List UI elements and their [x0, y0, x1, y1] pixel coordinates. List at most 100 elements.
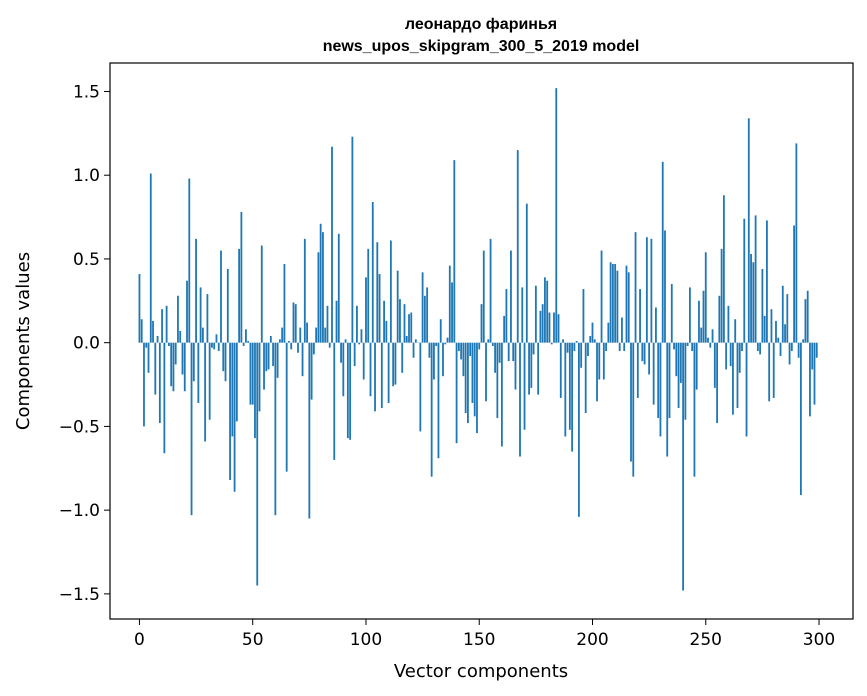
bar-13	[167, 342, 170, 347]
bar-169	[521, 287, 524, 343]
bar-85	[331, 146, 333, 343]
bar-26	[197, 342, 200, 403]
bar-166	[514, 342, 517, 390]
bar-117	[403, 304, 406, 343]
y-tick-label: 0.0	[73, 334, 100, 354]
bar-73	[303, 238, 306, 343]
bar-219	[634, 232, 637, 343]
bar-20	[183, 342, 186, 392]
x-tick-label: 100	[350, 630, 382, 650]
bar-8	[156, 335, 159, 343]
bar-105	[376, 242, 379, 343]
bar-55	[263, 342, 265, 390]
bar-24	[192, 342, 195, 382]
bar-37	[222, 342, 225, 372]
bar-207	[607, 322, 610, 343]
bar-60	[274, 342, 277, 516]
bar-249	[702, 290, 705, 343]
bar-113	[394, 342, 397, 385]
bar-17	[177, 295, 179, 343]
bar-257	[720, 248, 723, 343]
bar-62	[278, 339, 281, 343]
bar-56	[265, 342, 268, 372]
bar-176	[537, 342, 540, 395]
bar-138	[451, 282, 453, 343]
bar-155	[489, 238, 492, 343]
bar-69	[294, 304, 297, 343]
bar-125	[421, 272, 424, 343]
x-axis-label: Vector components	[394, 661, 568, 682]
bar-100	[365, 277, 367, 343]
bar-133	[439, 319, 442, 343]
bar-245	[693, 342, 696, 477]
bar-101	[367, 248, 370, 343]
bar-276	[763, 315, 766, 343]
bar-2	[143, 342, 145, 427]
bar-183	[553, 312, 555, 343]
bar-104	[374, 342, 376, 412]
bar-164	[510, 250, 512, 343]
y-tick-label: 1.5	[73, 82, 100, 102]
bar-9	[158, 342, 161, 424]
bar-132	[437, 342, 440, 459]
bar-137	[448, 265, 451, 343]
bar-111	[389, 240, 392, 343]
bar-209	[611, 263, 614, 343]
bar-285	[784, 324, 786, 343]
bar-187	[562, 339, 564, 343]
bar-27	[199, 287, 202, 343]
bar-214	[623, 342, 626, 352]
bar-181	[548, 312, 551, 343]
bar-34	[215, 334, 218, 343]
bar-160	[500, 342, 503, 447]
bar-171	[525, 203, 528, 343]
bar-265	[738, 342, 741, 373]
bar-112	[392, 342, 395, 387]
bar-41	[231, 342, 234, 437]
bar-52	[256, 342, 259, 586]
bar-59	[272, 342, 274, 367]
bar-75	[308, 342, 311, 519]
bar-29	[204, 342, 207, 442]
bar-255	[716, 342, 718, 424]
bar-5	[149, 173, 152, 343]
bar-191	[571, 342, 574, 452]
bar-94	[351, 136, 354, 343]
bar-195	[580, 342, 583, 368]
bar-251	[707, 337, 709, 343]
bar-78	[315, 327, 318, 343]
bar-70	[297, 342, 299, 353]
bar-67	[290, 342, 293, 350]
bar-58	[269, 335, 272, 343]
bar-293	[802, 339, 805, 343]
bar-237	[675, 342, 678, 377]
chart-title-line1: леонардо фаринья	[405, 16, 557, 33]
bar-129	[430, 342, 433, 477]
bar-239	[679, 342, 682, 383]
bar-233	[666, 342, 669, 457]
y-tick-label: 0.5	[73, 250, 100, 270]
bar-4	[147, 342, 150, 373]
bar-90	[342, 342, 345, 397]
bar-174	[532, 342, 535, 355]
bar-72	[301, 342, 304, 377]
bar-256	[718, 295, 721, 343]
bar-234	[668, 342, 671, 419]
y-tick-label: −1.0	[59, 501, 100, 521]
bar-122	[414, 339, 417, 343]
bar-96	[356, 305, 358, 343]
bar-212	[618, 342, 621, 352]
bar-236	[673, 342, 675, 350]
bar-109	[385, 320, 388, 343]
bar-278	[768, 342, 771, 402]
bar-39	[226, 268, 229, 343]
bar-204	[600, 250, 603, 343]
bar-44	[238, 248, 241, 343]
bar-163	[507, 342, 510, 362]
bar-141	[457, 342, 460, 352]
y-tick-label: −0.5	[59, 417, 100, 437]
bar-216	[627, 272, 630, 343]
bar-213	[621, 317, 623, 343]
bar-188	[564, 342, 567, 437]
bar-287	[788, 342, 791, 365]
